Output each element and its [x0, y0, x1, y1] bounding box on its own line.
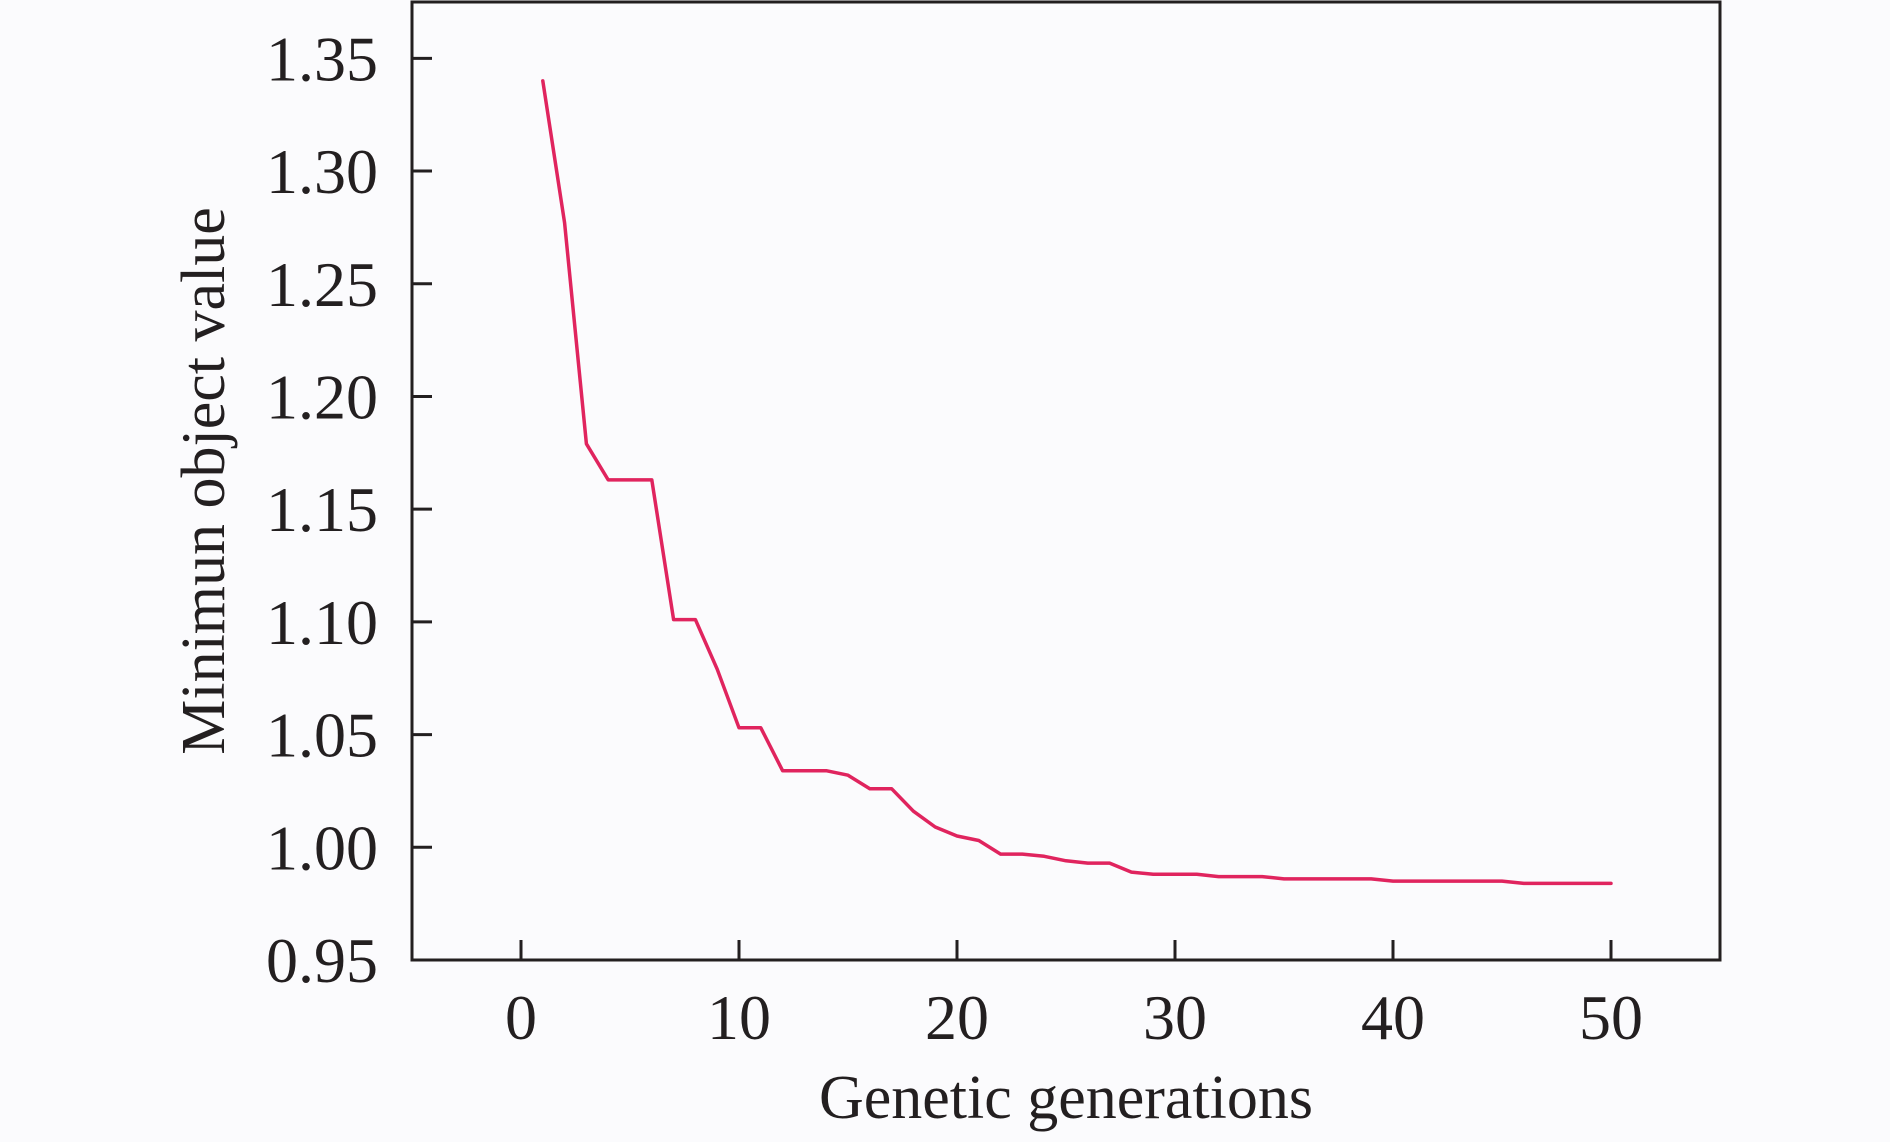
data-point: [1587, 881, 1591, 885]
data-point: [1478, 879, 1482, 883]
data-point: [1609, 881, 1613, 885]
data-point: [1086, 861, 1090, 865]
data-point: [846, 773, 850, 777]
data-point: [1238, 875, 1242, 879]
x-tick-label: 0: [505, 982, 537, 1053]
data-point: [1522, 881, 1526, 885]
data-point: [1435, 879, 1439, 883]
x-axis-title: Genetic generations: [819, 1064, 1313, 1132]
data-point: [1347, 877, 1351, 881]
data-point: [1282, 877, 1286, 881]
y-tick-label: 0.95: [266, 925, 378, 996]
data-point: [1369, 877, 1373, 881]
y-tick-label: 1.20: [266, 361, 378, 432]
data-point: [1064, 859, 1068, 863]
data-point: [955, 834, 959, 838]
data-point: [1304, 877, 1308, 881]
data-point: [606, 478, 610, 482]
data-point: [933, 825, 937, 829]
y-tick-label: 1.15: [266, 474, 378, 545]
series-layer: [541, 79, 1613, 886]
data-point: [1326, 877, 1330, 881]
data-point: [1108, 861, 1112, 865]
y-tick-label: 1.30: [266, 136, 378, 207]
x-tick-label: 20: [925, 982, 989, 1053]
y-axis-ticks: 0.95 1.00 1.05 1.10 1.15 1.20 1.25 1.30 1.35: [266, 23, 432, 996]
data-point: [1129, 870, 1133, 874]
data-point: [1173, 872, 1177, 876]
x-tick-label: 10: [707, 982, 771, 1053]
y-tick-label: 1.25: [266, 249, 378, 320]
data-point: [1500, 879, 1504, 883]
y-tick-label: 1.35: [266, 23, 378, 94]
data-point: [890, 787, 894, 791]
data-point: [672, 618, 676, 622]
data-point: [1413, 879, 1417, 883]
data-point: [759, 726, 763, 730]
y-tick-label: 1.10: [266, 587, 378, 658]
x-tick-label: 40: [1361, 982, 1425, 1053]
data-point: [563, 221, 567, 225]
data-point: [628, 478, 632, 482]
data-point: [1042, 854, 1046, 858]
data-point: [1260, 875, 1264, 879]
data-point: [802, 769, 806, 773]
data-point: [1151, 872, 1155, 876]
data-point: [999, 852, 1003, 856]
data-point: [1391, 879, 1395, 883]
data-point: [715, 667, 719, 671]
y-tick-label: 1.05: [266, 700, 378, 771]
data-point: [868, 787, 872, 791]
data-point: [911, 809, 915, 813]
x-axis-ticks: 0 10 20 30 40 50: [505, 940, 1643, 1053]
data-point: [1565, 881, 1569, 885]
data-point: [781, 769, 785, 773]
data-point: [824, 769, 828, 773]
x-tick-label: 30: [1143, 982, 1207, 1053]
data-point: [541, 79, 545, 83]
data-point: [977, 839, 981, 843]
y-axis-title: Minimun object value: [170, 207, 238, 755]
y-tick-label: 1.00: [266, 812, 378, 883]
data-point: [1544, 881, 1548, 885]
x-tick-label: 50: [1579, 982, 1643, 1053]
series-line: [541, 79, 1613, 886]
data-point: [584, 442, 588, 446]
data-point: [1195, 872, 1199, 876]
data-point: [737, 726, 741, 730]
data-point: [650, 478, 654, 482]
data-point: [693, 618, 697, 622]
data-point: [1456, 879, 1460, 883]
data-point: [1020, 852, 1024, 856]
data-point: [1217, 875, 1221, 879]
